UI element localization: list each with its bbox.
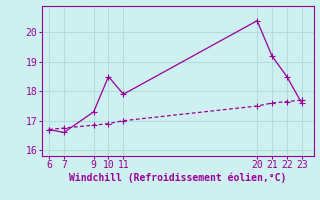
X-axis label: Windchill (Refroidissement éolien,°C): Windchill (Refroidissement éolien,°C) (69, 173, 286, 183)
